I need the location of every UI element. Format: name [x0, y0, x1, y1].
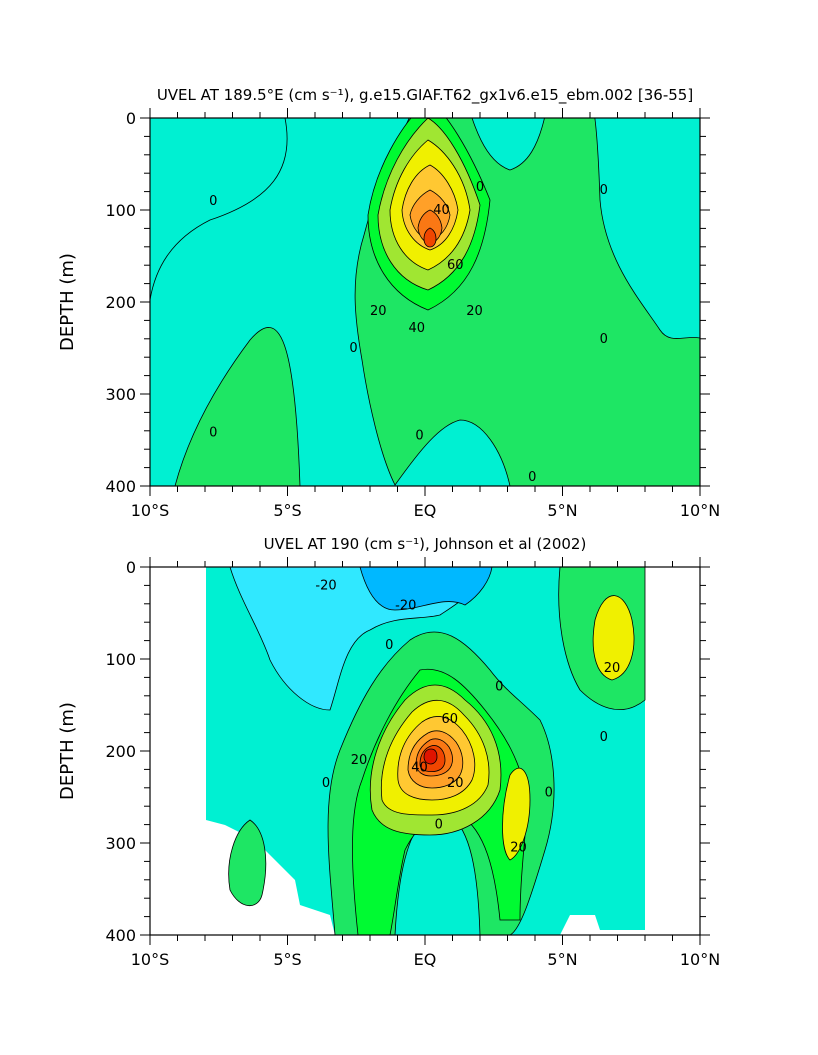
top-panel: UVEL AT 189.5°E (cm s⁻¹), g.e15.GIAF.T62…	[57, 86, 720, 520]
bottom-contour-label: 40	[411, 761, 428, 776]
top-chart-title: UVEL AT 189.5°E (cm s⁻¹), g.e15.GIAF.T62…	[157, 86, 693, 105]
top-contour-label: 0	[528, 470, 536, 485]
top-x-tick-label: 5°N	[547, 501, 577, 520]
bottom-contour-label: -20	[395, 599, 416, 614]
bottom-contour-label: 20	[351, 753, 368, 768]
top-x-tick-label: 10°N	[680, 501, 720, 520]
bottom-y-tick-label: 100	[105, 650, 136, 669]
top-contour-label: 0	[600, 332, 608, 347]
bottom-band-30-40-south	[502, 767, 531, 861]
top-contour-label: 20	[370, 304, 387, 319]
bottom-y-tick-label: 200	[105, 742, 136, 761]
bottom-x-ticks: 10°S 5°S EQ 5°N 10°N	[131, 557, 720, 969]
bottom-contour-label: 0	[435, 818, 443, 833]
bottom-contour-label: 0	[322, 776, 330, 791]
bottom-x-tick-label: 5°S	[273, 950, 301, 969]
top-contour-labels: 0 0 0 40 60 20 20 40 0 0 0 0 0	[209, 180, 608, 485]
top-y-axis-title: DEPTH (m)	[57, 253, 78, 351]
top-x-tick-label: 5°S	[273, 501, 301, 520]
top-x-tick-label: EQ	[414, 501, 437, 520]
top-contour-label: 0	[415, 428, 423, 443]
bottom-band-core	[423, 748, 438, 765]
top-y-tick-label: 300	[105, 385, 136, 404]
top-y-tick-label: 100	[105, 201, 136, 220]
top-contour-label: 40	[408, 321, 425, 336]
bottom-contour-label: 60	[441, 712, 458, 727]
bottom-contour-label: 0	[495, 680, 503, 695]
top-contour-label: 0	[209, 194, 217, 209]
top-y-tick-label: 200	[105, 293, 136, 312]
top-x-tick-label: 10°S	[131, 501, 170, 520]
top-contour-line	[150, 118, 288, 301]
top-band-0-10-left	[174, 327, 301, 486]
bottom-contour-label: 20	[510, 841, 527, 856]
bottom-contour-label: 20	[447, 776, 464, 791]
bottom-panel: UVEL AT 190 (cm s⁻¹), Johnson et al (200…	[57, 535, 720, 969]
top-y-tick-label: 0	[126, 109, 136, 128]
top-contour-label: 40	[433, 203, 450, 218]
bottom-contour-label: 0	[600, 730, 608, 745]
top-band-gt-70	[423, 227, 437, 248]
bottom-contour-label: 0	[545, 785, 553, 800]
bottom-contour-label: 0	[385, 638, 393, 653]
bottom-y-axis-title: DEPTH (m)	[57, 702, 78, 800]
top-contour-label: 60	[447, 258, 464, 273]
top-contour-label: 0	[349, 341, 357, 356]
bottom-chart-title: UVEL AT 190 (cm s⁻¹), Johnson et al (200…	[264, 535, 587, 553]
bottom-x-tick-label: 5°N	[547, 950, 577, 969]
bottom-contour-label: 20	[604, 661, 621, 676]
bottom-y-tick-label: 0	[126, 558, 136, 577]
top-contour-label: 0	[209, 426, 217, 441]
top-plot-area	[150, 118, 700, 486]
bottom-band-lt-m30	[359, 567, 493, 611]
bottom-x-tick-label: 10°S	[131, 950, 170, 969]
bottom-contour-label: -20	[315, 578, 336, 593]
top-contour-label: 0	[476, 180, 484, 195]
bottom-y-tick-label: 300	[105, 834, 136, 853]
bottom-y-tick-label: 400	[105, 926, 136, 945]
bottom-band-0-10-west	[228, 819, 267, 907]
bottom-plot-area	[206, 567, 646, 935]
bottom-x-tick-label: 10°N	[680, 950, 720, 969]
top-y-tick-label: 400	[105, 477, 136, 496]
bottom-band-30-40-east	[592, 595, 635, 681]
bottom-x-tick-label: EQ	[414, 950, 437, 969]
top-contour-label: 20	[466, 304, 483, 319]
top-x-ticks: 10°S 5°S EQ 5°N 10°N	[131, 108, 720, 520]
top-contour-label: 0	[600, 183, 608, 198]
bottom-contour-labels: -20 -20 0 60 20 20 40 0 20 0 0 0 0 20	[315, 578, 620, 855]
